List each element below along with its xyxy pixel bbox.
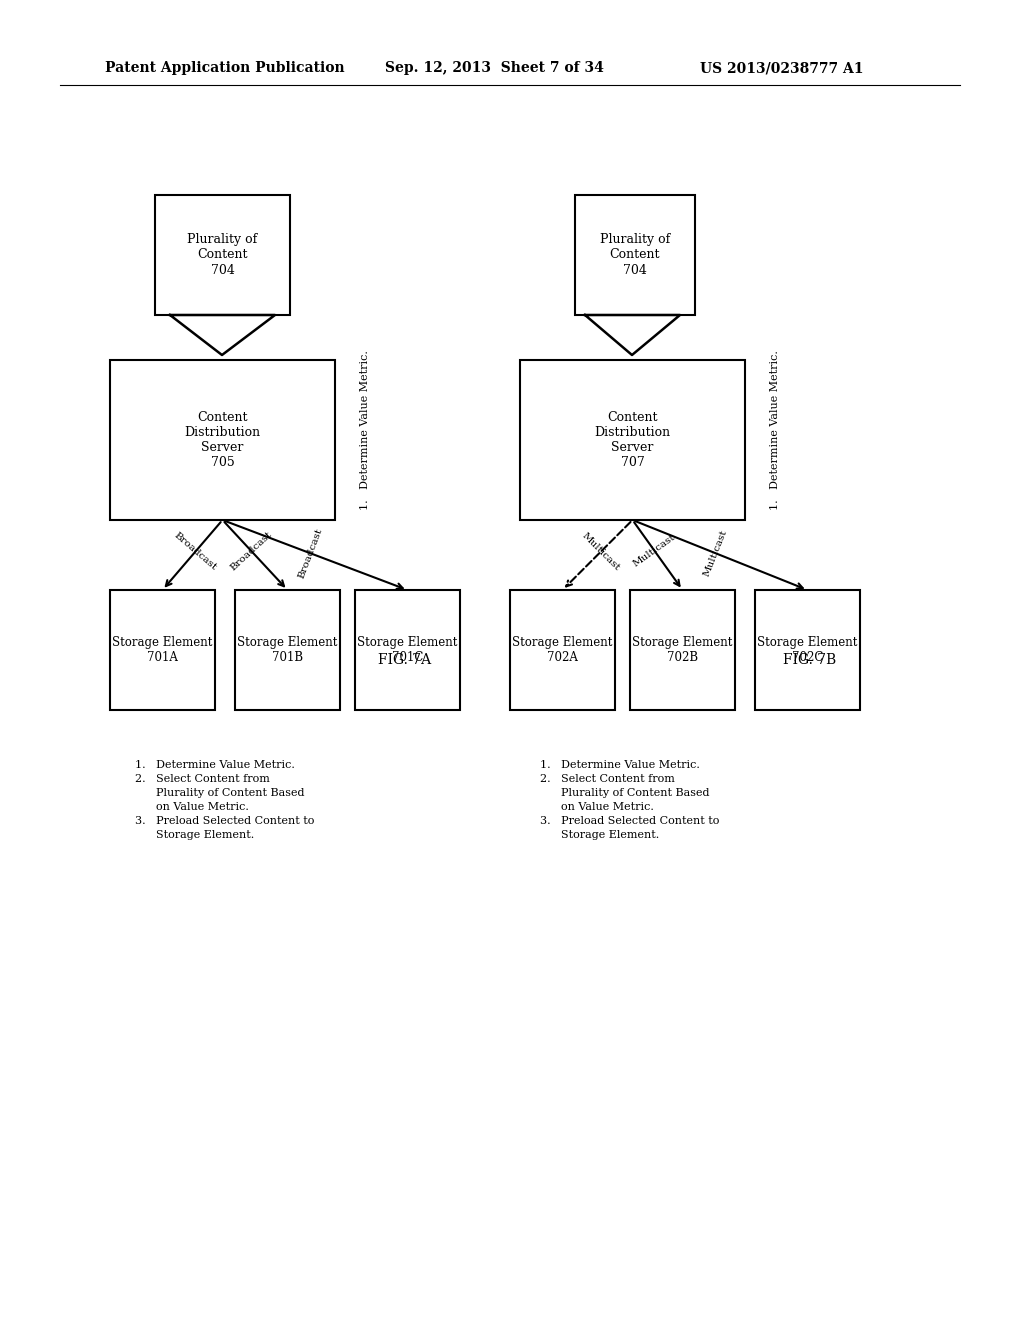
Text: 1.   Determine Value Metric.
2.   Select Content from
      Plurality of Content: 1. Determine Value Metric. 2. Select Con…: [135, 760, 314, 840]
Text: Storage Element
701A: Storage Element 701A: [113, 636, 213, 664]
Text: FIG. 7A: FIG. 7A: [379, 653, 431, 667]
Text: Patent Application Publication: Patent Application Publication: [105, 61, 345, 75]
Text: Broadcast: Broadcast: [229, 529, 274, 573]
Text: Multicast: Multicast: [632, 533, 678, 569]
Text: Storage Element
702C: Storage Element 702C: [758, 636, 858, 664]
Bar: [110, 590, 215, 710]
Bar: [755, 590, 860, 710]
Text: 1.   Determine Value Metric.: 1. Determine Value Metric.: [770, 350, 780, 510]
Text: Sep. 12, 2013  Sheet 7 of 34: Sep. 12, 2013 Sheet 7 of 34: [385, 61, 604, 75]
Bar: [155, 195, 290, 315]
Text: Content
Distribution
Server
705: Content Distribution Server 705: [184, 411, 260, 469]
Text: Storage Element
701B: Storage Element 701B: [238, 636, 338, 664]
Text: Plurality of
Content
704: Plurality of Content 704: [600, 234, 670, 276]
Bar: [630, 590, 735, 710]
Text: Multicast: Multicast: [702, 528, 729, 578]
Text: FIG. 7B: FIG. 7B: [783, 653, 837, 667]
Text: Broadcast: Broadcast: [297, 527, 324, 579]
Text: Storage Element
702A: Storage Element 702A: [512, 636, 612, 664]
Text: 1.   Determine Value Metric.
2.   Select Content from
      Plurality of Content: 1. Determine Value Metric. 2. Select Con…: [540, 760, 720, 840]
Text: Multicast: Multicast: [581, 531, 622, 572]
Text: Broadcast: Broadcast: [173, 531, 219, 572]
Text: US 2013/0238777 A1: US 2013/0238777 A1: [700, 61, 863, 75]
Text: Storage Element
702B: Storage Element 702B: [632, 636, 733, 664]
Text: 1.   Determine Value Metric.: 1. Determine Value Metric.: [360, 350, 370, 510]
Bar: [110, 360, 335, 520]
Bar: [520, 360, 745, 520]
Text: Plurality of
Content
704: Plurality of Content 704: [187, 234, 258, 276]
Text: Storage Element
701C: Storage Element 701C: [357, 636, 458, 664]
Text: Content
Distribution
Server
707: Content Distribution Server 707: [595, 411, 671, 469]
Bar: [510, 590, 615, 710]
Bar: [355, 590, 460, 710]
Bar: [234, 590, 340, 710]
Bar: [575, 195, 695, 315]
